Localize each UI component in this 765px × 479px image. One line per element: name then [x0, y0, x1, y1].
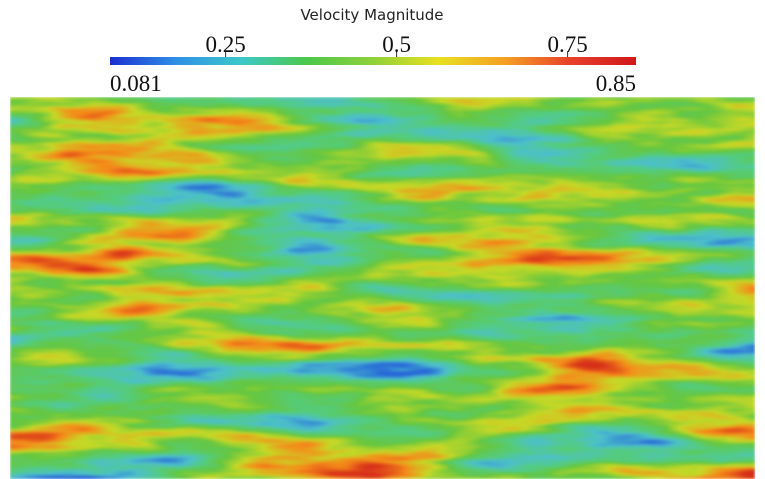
colorbar-title: Velocity Magnitude [300, 6, 443, 24]
colorbar [110, 57, 636, 65]
tick-label: 0.25 [205, 32, 245, 57]
chart: Velocity Magnitude 0.25 0.5 0.75 0.081 0.85 [0, 0, 765, 479]
tick-label: 0.75 [547, 32, 587, 57]
range-min-label: 0.081 [110, 71, 162, 96]
tick-label: 0.5 [382, 32, 411, 57]
velocity-field [10, 97, 755, 479]
range-max-label: 0.85 [596, 71, 636, 96]
page: Velocity Magnitude 0.250.50.750.0810.85 … [0, 0, 765, 479]
